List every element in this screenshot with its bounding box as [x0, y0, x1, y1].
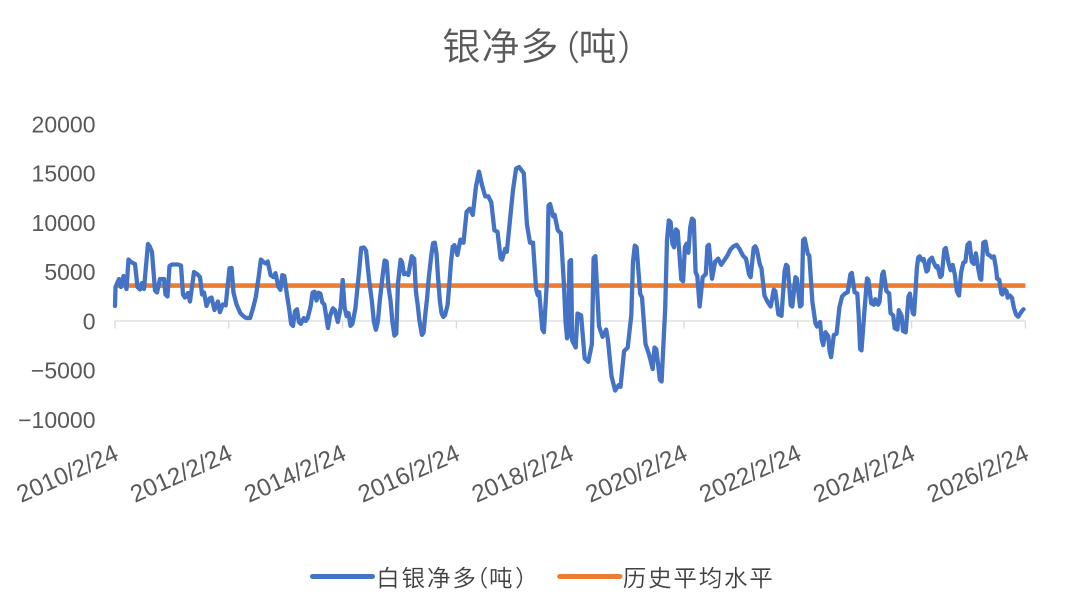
svg-text:−5000: −5000 — [31, 358, 96, 384]
svg-text:5000: 5000 — [44, 259, 95, 285]
svg-text:0: 0 — [83, 308, 96, 334]
svg-text:20000: 20000 — [32, 111, 96, 137]
svg-text:15000: 15000 — [32, 161, 96, 187]
svg-text:−10000: −10000 — [18, 407, 95, 433]
svg-text:10000: 10000 — [32, 210, 96, 236]
